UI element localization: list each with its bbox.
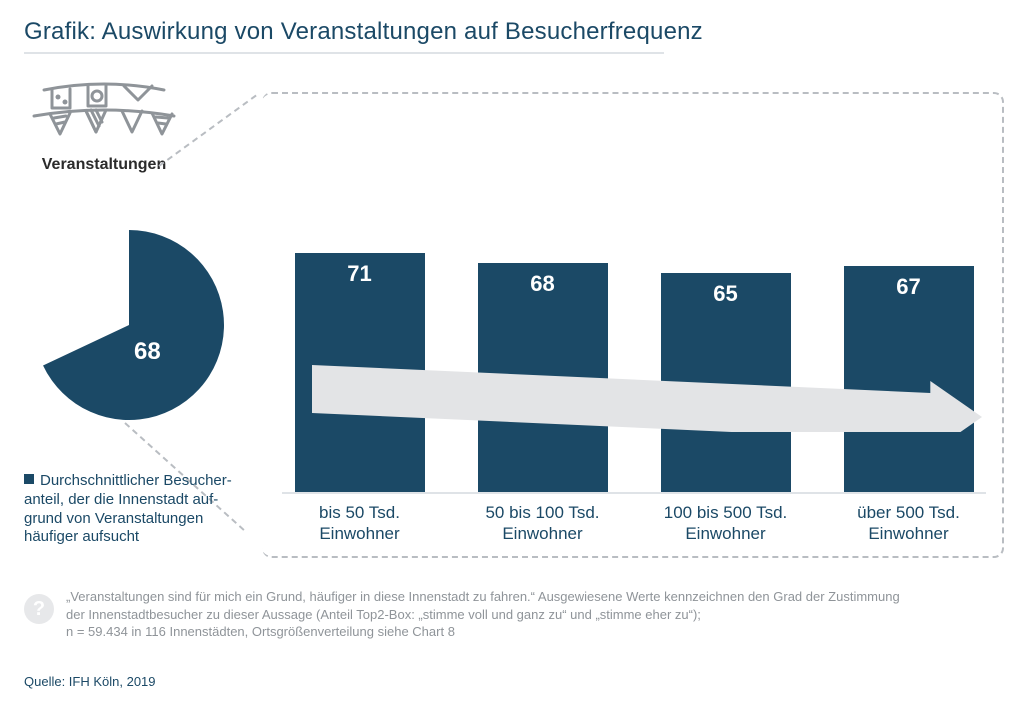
left-column: Veranstaltungen 68: [24, 82, 238, 174]
help-icon: ?: [24, 594, 54, 624]
bar: 68: [478, 263, 608, 494]
page: Grafik: Auswirkung von Veranstaltungen a…: [0, 0, 1030, 701]
bar: 71: [295, 253, 425, 494]
bar-value-label: 71: [295, 261, 425, 287]
footnote-text: „Veranstaltungen sind für mich ein Grund…: [66, 588, 1006, 641]
bar-chart-panel: 71 68 65 67 bis 50 Tsd. Einwohner 50 bis 100…: [262, 92, 1004, 558]
bar-value-label: 67: [844, 274, 974, 300]
pie-value: 68: [134, 338, 161, 366]
pie-chart: 68: [24, 220, 234, 430]
bar: 67: [844, 266, 974, 494]
bar-value-label: 65: [661, 281, 791, 307]
bar-value-label: 68: [478, 271, 608, 297]
x-axis-labels: bis 50 Tsd. Einwohner 50 bis 100 Tsd. Ein…: [282, 503, 986, 544]
legend-text: Durchschnittlicher Besucher- anteil, der…: [24, 472, 232, 545]
x-axis-label: 50 bis 100 Tsd. Einwohner: [475, 503, 610, 544]
source-text: Quelle: IFH Köln, 2019: [24, 674, 156, 689]
bar-column: 67: [841, 158, 976, 494]
title-block: Grafik: Auswirkung von Veranstaltungen a…: [24, 18, 703, 54]
x-axis-label: bis 50 Tsd. Einwohner: [292, 503, 427, 544]
bar-column: 71: [292, 158, 427, 494]
title-underline: [24, 52, 664, 54]
chart-title: Grafik: Auswirkung von Veranstaltungen a…: [24, 18, 703, 46]
footnote-area: ? „Veranstaltungen sind für mich ein Gru…: [24, 588, 1006, 641]
legend-swatch: [24, 474, 34, 484]
legend: Durchschnittlicher Besucher- anteil, der…: [24, 472, 254, 547]
chart-baseline: [282, 492, 986, 494]
bar-chart: 71 68 65 67: [282, 158, 986, 494]
bar-column: 65: [658, 158, 793, 494]
bar: 65: [661, 273, 791, 494]
bars: 71 68 65 67: [282, 158, 986, 494]
bar-column: 68: [475, 158, 610, 494]
x-axis-label: über 500 Tsd. Einwohner: [841, 503, 976, 544]
bunting-icon: [24, 82, 238, 146]
x-axis-label: 100 bis 500 Tsd. Einwohner: [658, 503, 793, 544]
